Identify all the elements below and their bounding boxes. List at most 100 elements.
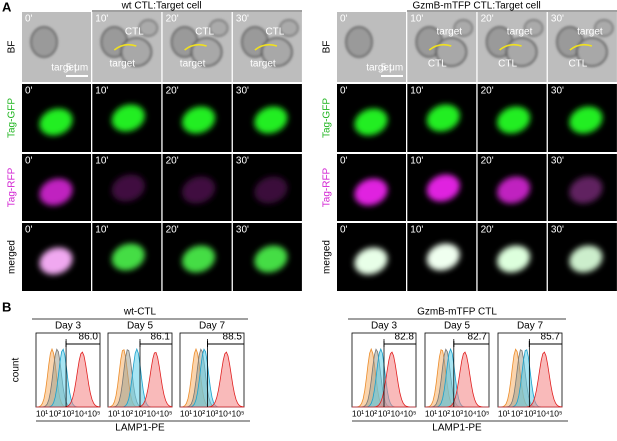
- cell-label: CTL: [195, 27, 214, 38]
- panel-label: A: [2, 0, 12, 14]
- cell-label: target: [51, 63, 77, 74]
- fluorescent-cell: [39, 178, 73, 206]
- micrograph: CTL target 10': [92, 12, 162, 82]
- panel-label: B: [2, 299, 11, 314]
- micrograph: 30': [232, 84, 302, 152]
- time-label: 30': [551, 14, 564, 25]
- time-label: 20': [481, 14, 494, 25]
- cell-label: CTL: [125, 27, 144, 38]
- x-tick-label: 10⁴: [146, 408, 159, 418]
- time-label: 10': [410, 86, 423, 97]
- group-title: wt-CTL: [123, 307, 157, 318]
- fluorescent-cell: [354, 108, 388, 136]
- micrograph: 0': [22, 154, 91, 221]
- micrograph: 20': [477, 84, 547, 152]
- micrograph: 30': [547, 223, 617, 291]
- cell-label: CTL: [498, 59, 517, 70]
- cell: [209, 19, 229, 37]
- fluorescent-cell: [182, 245, 216, 273]
- cell-label: CTL: [568, 59, 587, 70]
- micrograph: 30': [232, 223, 302, 291]
- row-label: BF: [322, 41, 333, 54]
- x-tick-label: 10¹: [180, 408, 192, 418]
- x-tick-label: 10³: [451, 408, 463, 418]
- cell: [453, 19, 473, 37]
- histogram-curve: [108, 352, 173, 408]
- x-tick-label: 10²: [438, 408, 450, 418]
- fluorescent-cell: [39, 108, 73, 136]
- x-tick-label: 10²: [511, 408, 523, 418]
- histogram-curve: [180, 351, 245, 408]
- row-label: Tag-RFP: [7, 167, 18, 207]
- time-label: 20': [166, 156, 179, 167]
- fluorescent-cell: [497, 245, 531, 273]
- micrograph: 20': [162, 154, 232, 221]
- micrograph: 10': [407, 223, 477, 291]
- time-label: 0': [340, 86, 348, 97]
- x-tick-label: 10⁴: [74, 408, 87, 418]
- gate-bracket: [65, 341, 100, 347]
- x-tick-label: 10³: [62, 408, 74, 418]
- fluorescent-cell: [354, 178, 388, 206]
- x-tick-label: 10⁴: [463, 408, 476, 418]
- fluorescent-cell: [39, 247, 73, 275]
- gate-value: 86.0: [79, 332, 99, 343]
- fluorescent-cell: [569, 176, 603, 204]
- time-label: 20': [166, 14, 179, 25]
- x-tick-label: 10⁵: [404, 408, 417, 418]
- scale-bar-label: 5 μm: [381, 63, 403, 74]
- x-axis-label: LAMP1-PE: [432, 423, 482, 434]
- cell: [594, 19, 614, 37]
- time-label: 0': [340, 225, 348, 236]
- fluorescent-cell: [182, 176, 216, 204]
- histogram-curve: [498, 351, 563, 408]
- row-label: BF: [7, 41, 18, 54]
- cell: [523, 19, 544, 37]
- gate-bracket: [207, 341, 244, 347]
- time-label: 10': [95, 86, 108, 97]
- time-label: 10': [410, 156, 423, 167]
- cell-label: target: [507, 27, 533, 38]
- x-tick-label: 10⁵: [160, 408, 173, 418]
- x-tick-label: 10⁴: [390, 408, 403, 418]
- gate-bracket: [383, 341, 416, 347]
- time-label: 30': [236, 14, 249, 25]
- gate-value: 88.5: [223, 332, 243, 343]
- micrograph: 10': [407, 154, 477, 221]
- time-label: 10': [95, 14, 108, 25]
- fluorescent-cell: [426, 174, 460, 202]
- time-label: 10': [410, 14, 423, 25]
- cell-label: CTL: [428, 59, 447, 70]
- x-tick-label: 10²: [49, 408, 61, 418]
- cell-label: target: [180, 59, 206, 70]
- time-label: 0': [340, 14, 348, 25]
- day-label: Day 5: [444, 321, 471, 332]
- time-label: 30': [236, 156, 249, 167]
- x-tick-label: 10⁵: [88, 408, 101, 418]
- time-label: 20': [166, 225, 179, 236]
- time-label: 30': [551, 225, 564, 236]
- fluorescent-cell: [254, 245, 288, 273]
- micrograph: CTL target 20': [162, 12, 232, 82]
- gate-value: 85.7: [541, 332, 561, 343]
- day-label: Day 3: [371, 321, 398, 332]
- group-title: GzmB-mTFP CTL:Target cell: [413, 1, 541, 12]
- y-axis-label: count: [11, 358, 22, 383]
- x-tick-label: 10¹: [108, 408, 120, 418]
- time-label: 30': [236, 86, 249, 97]
- histogram-curve: [425, 351, 489, 408]
- scale-bar-label: 5 μm: [66, 63, 88, 74]
- fluorescent-cell: [111, 243, 145, 271]
- fluorescent-cell: [254, 176, 288, 204]
- micrograph: target CTL 10': [407, 12, 477, 82]
- row-label: Tag-GFP: [7, 98, 18, 138]
- micrograph: 10': [92, 154, 162, 221]
- micrograph: 30': [547, 154, 617, 221]
- micrograph: 10': [92, 84, 162, 152]
- micrograph: 0': [337, 84, 406, 152]
- gate-bracket: [453, 341, 489, 347]
- x-tick-label: 10³: [206, 408, 218, 418]
- cell-label: target: [577, 27, 603, 38]
- x-tick-label: 10¹: [498, 408, 510, 418]
